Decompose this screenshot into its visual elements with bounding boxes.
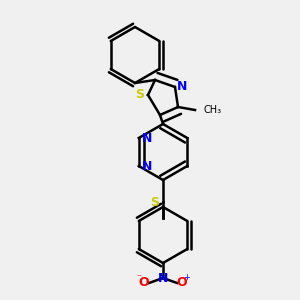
Text: O: O (139, 277, 149, 290)
Text: O: O (177, 277, 187, 290)
Text: N: N (142, 131, 152, 145)
Text: S: S (136, 88, 145, 101)
Text: N: N (142, 160, 152, 172)
Text: N: N (177, 80, 187, 94)
Text: CH₃: CH₃ (203, 105, 221, 115)
Text: S: S (151, 196, 160, 208)
Text: N: N (158, 272, 168, 284)
Text: +: + (184, 274, 190, 283)
Text: ⁻: ⁻ (136, 273, 142, 283)
